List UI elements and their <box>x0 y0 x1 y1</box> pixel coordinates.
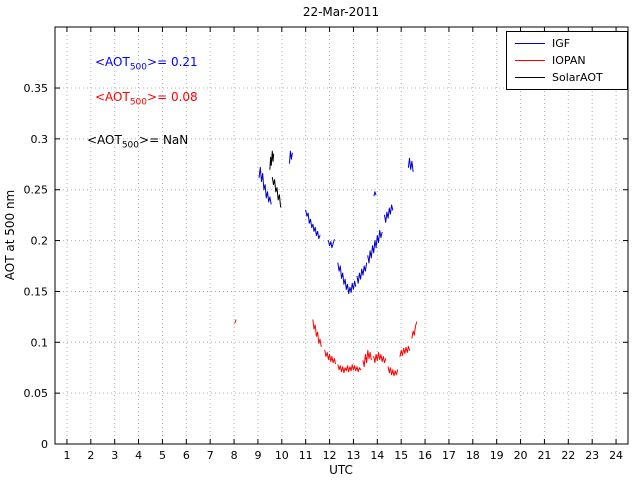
legend-line-solaraot-icon <box>515 77 545 78</box>
annotation-prefix: <AOT <box>95 55 130 69</box>
chart-title: 22-Mar-2011 <box>303 5 379 19</box>
series-solaraot-line <box>271 177 282 208</box>
series-iopan-line <box>411 321 418 339</box>
x-tick-label: 24 <box>609 449 623 462</box>
x-tick-label: 17 <box>442 449 456 462</box>
x-tick-label: 6 <box>183 449 190 462</box>
y-tick-label: 0.25 <box>24 184 49 197</box>
series-igf-line <box>373 191 377 197</box>
legend-label-iopan: IOPAN <box>552 54 586 67</box>
series-igf-line <box>337 262 357 294</box>
x-tick-label: 16 <box>418 449 432 462</box>
x-tick-label: 13 <box>346 449 360 462</box>
y-tick-label: 0 <box>41 438 48 451</box>
legend-entry-solaraot: SolarAOT <box>507 69 627 86</box>
series-igf-line <box>356 262 368 284</box>
y-tick-label: 0.3 <box>31 133 49 146</box>
annotation-value: >= 0.21 <box>147 55 198 69</box>
y-tick-label: 0.1 <box>31 336 49 349</box>
annotation-subscript: 500 <box>121 140 140 151</box>
series-solaraot-line <box>269 150 275 170</box>
series-igf-line <box>407 157 414 172</box>
x-tick-label: 15 <box>394 449 408 462</box>
x-tick-label: 18 <box>466 449 480 462</box>
x-tick-label: 7 <box>207 449 214 462</box>
series-igf-line <box>384 204 394 223</box>
series-iopan-line <box>373 352 387 364</box>
x-tick-label: 4 <box>135 449 142 462</box>
annotation-prefix: <AOT <box>87 133 122 147</box>
x-tick-label: 12 <box>323 449 337 462</box>
x-tick-label: 21 <box>537 449 551 462</box>
x-tick-label: 2 <box>87 449 94 462</box>
x-tick-label: 5 <box>159 449 166 462</box>
annotation-value: >= 0.08 <box>147 90 198 104</box>
y-tick-label: 0.35 <box>24 82 49 95</box>
mean-aot-annotation-iopan: <AOT500>= 0.08 <box>95 90 198 107</box>
legend-entry-igf: IGF <box>507 35 627 52</box>
x-tick-label: 11 <box>299 449 313 462</box>
y-tick-label: 0.15 <box>24 285 49 298</box>
legend-label-solaraot: SolarAOT <box>552 71 603 84</box>
mean-aot-annotation-solaraot: <AOT500>= NaN <box>87 133 188 150</box>
series-iopan-line <box>234 319 237 324</box>
x-tick-label: 1 <box>63 449 70 462</box>
series-igf-line <box>305 209 321 240</box>
series-iopan-line <box>387 366 399 377</box>
series-igf-line <box>258 166 272 205</box>
series-iopan-line <box>312 319 322 347</box>
annotation-subscript: 500 <box>129 62 148 73</box>
series-iopan-line <box>399 345 410 357</box>
series-iopan-line <box>362 349 372 368</box>
x-tick-label: 14 <box>370 449 384 462</box>
x-tick-label: 20 <box>514 449 528 462</box>
annotation-subscript: 500 <box>129 97 148 108</box>
legend-line-igf-icon <box>515 43 545 44</box>
y-tick-label: 0.05 <box>24 387 49 400</box>
x-tick-label: 9 <box>254 449 261 462</box>
annotation-value: >= NaN <box>139 133 189 147</box>
legend-line-iopan-icon <box>515 60 545 61</box>
mean-aot-annotation-igf: <AOT500>= 0.21 <box>95 55 198 72</box>
series-igf-line <box>327 239 335 249</box>
axes-box <box>54 26 629 445</box>
legend-entry-iopan: IOPAN <box>507 52 627 69</box>
x-tick-label: 3 <box>111 449 118 462</box>
x-tick-label: 23 <box>585 449 599 462</box>
x-axis-label: UTC <box>329 463 353 477</box>
y-axis-label: AOT at 500 nm <box>3 190 17 280</box>
x-tick-label: 8 <box>231 449 238 462</box>
series-iopan-line <box>324 349 336 365</box>
series-iopan-line <box>337 364 362 374</box>
series-igf-line <box>289 150 293 164</box>
series-igf-line <box>367 229 383 264</box>
annotation-prefix: <AOT <box>95 90 130 104</box>
x-tick-label: 19 <box>490 449 504 462</box>
legend-label-igf: IGF <box>552 37 571 50</box>
x-tick-label: 10 <box>275 449 289 462</box>
x-tick-label: 22 <box>561 449 575 462</box>
y-tick-label: 0.2 <box>31 235 49 248</box>
legend: IGF IOPAN SolarAOT <box>506 31 628 90</box>
